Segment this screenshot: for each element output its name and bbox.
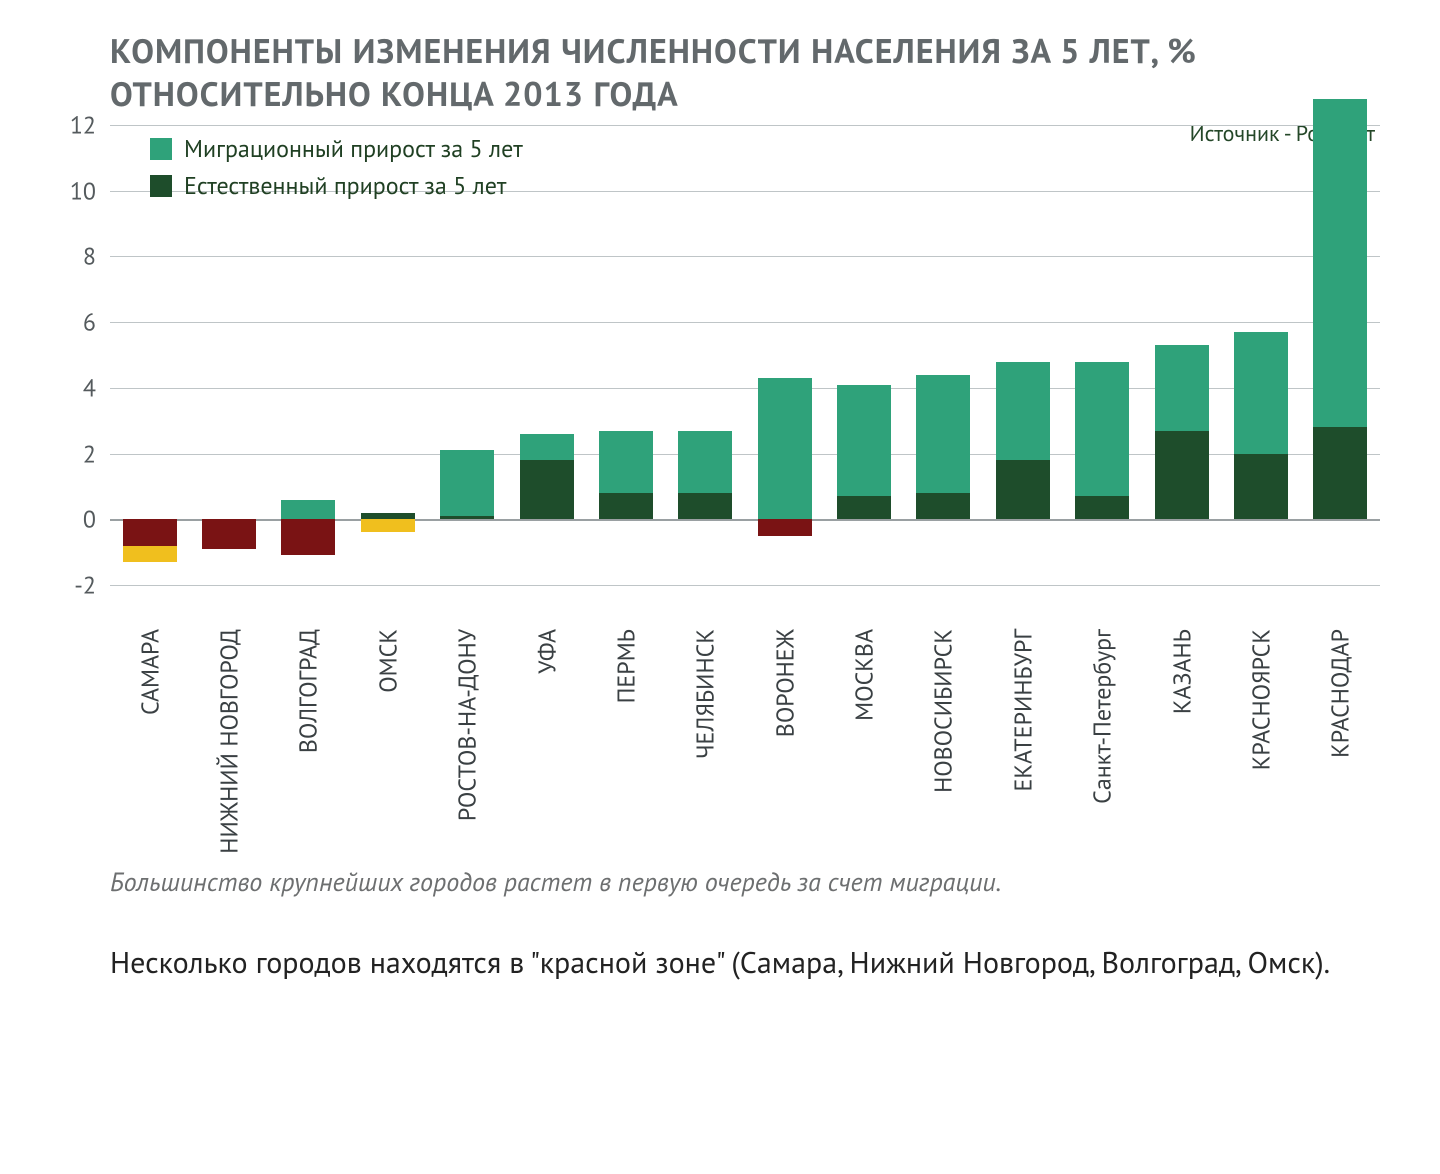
bar-segment-migration <box>1234 332 1288 454</box>
legend-item: Естественный прирост за 5 лет <box>150 170 523 201</box>
bar-segment-natural <box>1155 431 1209 520</box>
bar-segment-migration <box>599 431 653 493</box>
legend: Миграционный прирост за 5 лет Естественны… <box>150 133 523 207</box>
population-chart: -2024681012САМАРАНИЖНИЙ НОВГОРОДВОЛГОГРА… <box>110 125 1380 838</box>
bar-segment-natural <box>1075 496 1129 519</box>
bar-segment-natural <box>837 496 891 519</box>
bar-segment-migration-neg <box>361 519 415 532</box>
chart-title: КОМПОНЕНТЫ ИЗМЕНЕНИЯ ЧИСЛЕННОСТИ НАСЕЛЕН… <box>110 30 1380 115</box>
bar-segment-natural <box>361 513 415 520</box>
bar-segment-migration <box>1155 345 1209 430</box>
x-axis-category-label: НИЖНИЙ НОВГОРОД <box>214 629 245 854</box>
bar-column: МОСКВА <box>824 125 903 585</box>
bar-column: ЧЕЛЯБИНСК <box>666 125 745 585</box>
x-axis-category-label: КРАСНОДАР <box>1325 629 1356 758</box>
x-axis-category-label: УФА <box>531 629 562 674</box>
x-axis-category-label: ОМСК <box>372 629 403 693</box>
bar-segment-natural-neg <box>281 519 335 555</box>
bar-segment-natural <box>1234 454 1288 520</box>
bar-segment-natural-neg <box>202 519 256 549</box>
bar-column: ПЕРМЬ <box>586 125 665 585</box>
legend-item: Миграционный прирост за 5 лет <box>150 133 523 164</box>
y-axis-tick-label: 8 <box>83 241 96 272</box>
x-axis-category-label: МОСКВА <box>849 629 880 721</box>
bar-segment-natural <box>1313 427 1367 519</box>
legend-label: Миграционный прирост за 5 лет <box>184 133 523 164</box>
bar-column: КРАСНОДАР <box>1301 125 1380 585</box>
bar-segment-migration <box>996 362 1050 461</box>
bar-segment-migration <box>758 378 812 519</box>
bar-column: КАЗАНЬ <box>1142 125 1221 585</box>
legend-swatch <box>150 175 172 197</box>
bar-segment-migration <box>1313 99 1367 428</box>
bar-column: ЕКАТЕРИНБУРГ <box>983 125 1062 585</box>
bar-segment-migration <box>520 434 574 460</box>
bar-segment-migration <box>1075 362 1129 497</box>
bar-segment-natural-neg <box>123 519 177 545</box>
bar-segment-migration <box>678 431 732 493</box>
bar-column: КРАСНОЯРСК <box>1221 125 1300 585</box>
bar-segment-migration <box>440 450 494 516</box>
legend-swatch <box>150 138 172 160</box>
bar-segment-natural <box>916 493 970 519</box>
x-axis-category-label: ПЕРМЬ <box>610 629 641 703</box>
y-axis-tick-label: -2 <box>74 570 96 601</box>
x-axis-category-label: ВОЛГОГРАД <box>293 629 324 753</box>
bar-segment-migration <box>916 375 970 493</box>
legend-label: Естественный прирост за 5 лет <box>184 170 506 201</box>
chart-caption: Большинство крупнейших городов растет в … <box>110 866 1380 899</box>
y-axis-tick-label: 10 <box>70 175 96 206</box>
x-axis-category-label: ЧЕЛЯБИНСК <box>690 629 721 759</box>
x-axis-category-label: ВОРОНЕЖ <box>769 629 800 737</box>
bar-segment-natural-neg <box>758 519 812 535</box>
y-axis-tick-label: 6 <box>83 307 96 338</box>
y-axis-tick-label: 2 <box>83 438 96 469</box>
bar-segment-migration-neg <box>123 546 177 562</box>
gridline <box>110 585 1380 586</box>
bar-segment-natural <box>520 460 574 519</box>
body-paragraph: Несколько городов находятся в "красной з… <box>110 943 1380 984</box>
bar-segment-natural <box>678 493 732 519</box>
bar-column: НОВОСИБИРСК <box>904 125 983 585</box>
bar-column: Санкт-Петербург <box>1063 125 1142 585</box>
x-axis-category-label: САМАРА <box>134 629 165 715</box>
bar-column: ВОРОНЕЖ <box>745 125 824 585</box>
bar-segment-natural <box>440 516 494 519</box>
x-axis-category-label: РОСТОВ-НА-ДОНУ <box>452 629 483 821</box>
y-axis-tick-label: 12 <box>70 110 96 141</box>
y-axis-tick-label: 4 <box>83 372 96 403</box>
y-axis-tick-label: 0 <box>83 504 96 535</box>
x-axis-category-label: КАЗАНЬ <box>1166 629 1197 714</box>
x-axis-category-label: ЕКАТЕРИНБУРГ <box>1007 629 1038 792</box>
bar-segment-migration <box>837 385 891 497</box>
bar-segment-natural <box>599 493 653 519</box>
x-axis-category-label: КРАСНОЯРСК <box>1245 629 1276 770</box>
bar-segment-migration <box>281 500 335 520</box>
bar-segment-natural <box>996 460 1050 519</box>
x-axis-category-label: НОВОСИБИРСК <box>928 629 959 793</box>
x-axis-category-label: Санкт-Петербург <box>1087 629 1118 804</box>
